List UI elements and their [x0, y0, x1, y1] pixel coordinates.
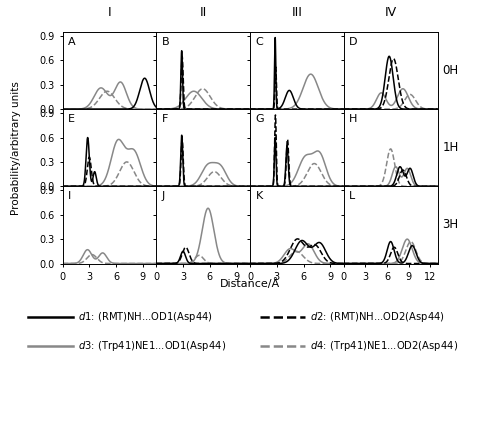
- Text: IV: IV: [384, 6, 396, 19]
- Text: $\mathit{d2}$: (RMT)NH...OD2(Asp44): $\mathit{d2}$: (RMT)NH...OD2(Asp44): [310, 310, 445, 323]
- Text: H: H: [350, 114, 358, 124]
- Text: Distance/Å: Distance/Å: [220, 278, 280, 289]
- Text: E: E: [68, 114, 75, 124]
- Text: II: II: [200, 6, 207, 19]
- Text: III: III: [292, 6, 302, 19]
- Text: J: J: [162, 191, 165, 201]
- Text: A: A: [68, 37, 76, 46]
- Text: Probability/arbitrary units: Probability/arbitrary units: [11, 81, 21, 215]
- Text: $\mathit{d3}$: (Trp41)NE1...OD1(Asp44): $\mathit{d3}$: (Trp41)NE1...OD1(Asp44): [78, 340, 226, 353]
- Text: $\mathit{d1}$: (RMT)NH...OD1(Asp44): $\mathit{d1}$: (RMT)NH...OD1(Asp44): [78, 310, 212, 323]
- Text: L: L: [350, 191, 356, 201]
- Text: I: I: [108, 6, 111, 19]
- Text: B: B: [162, 37, 170, 46]
- Text: 3H: 3H: [442, 218, 458, 231]
- Text: F: F: [162, 114, 168, 124]
- Text: 0H: 0H: [442, 64, 458, 77]
- Text: D: D: [350, 37, 358, 46]
- Text: 1H: 1H: [442, 141, 459, 154]
- Text: G: G: [256, 114, 264, 124]
- Text: K: K: [256, 191, 263, 201]
- Text: $\mathit{d4}$: (Trp41)NE1...OD2(Asp44): $\mathit{d4}$: (Trp41)NE1...OD2(Asp44): [310, 340, 458, 353]
- Text: C: C: [256, 37, 264, 46]
- Text: I: I: [68, 191, 71, 201]
